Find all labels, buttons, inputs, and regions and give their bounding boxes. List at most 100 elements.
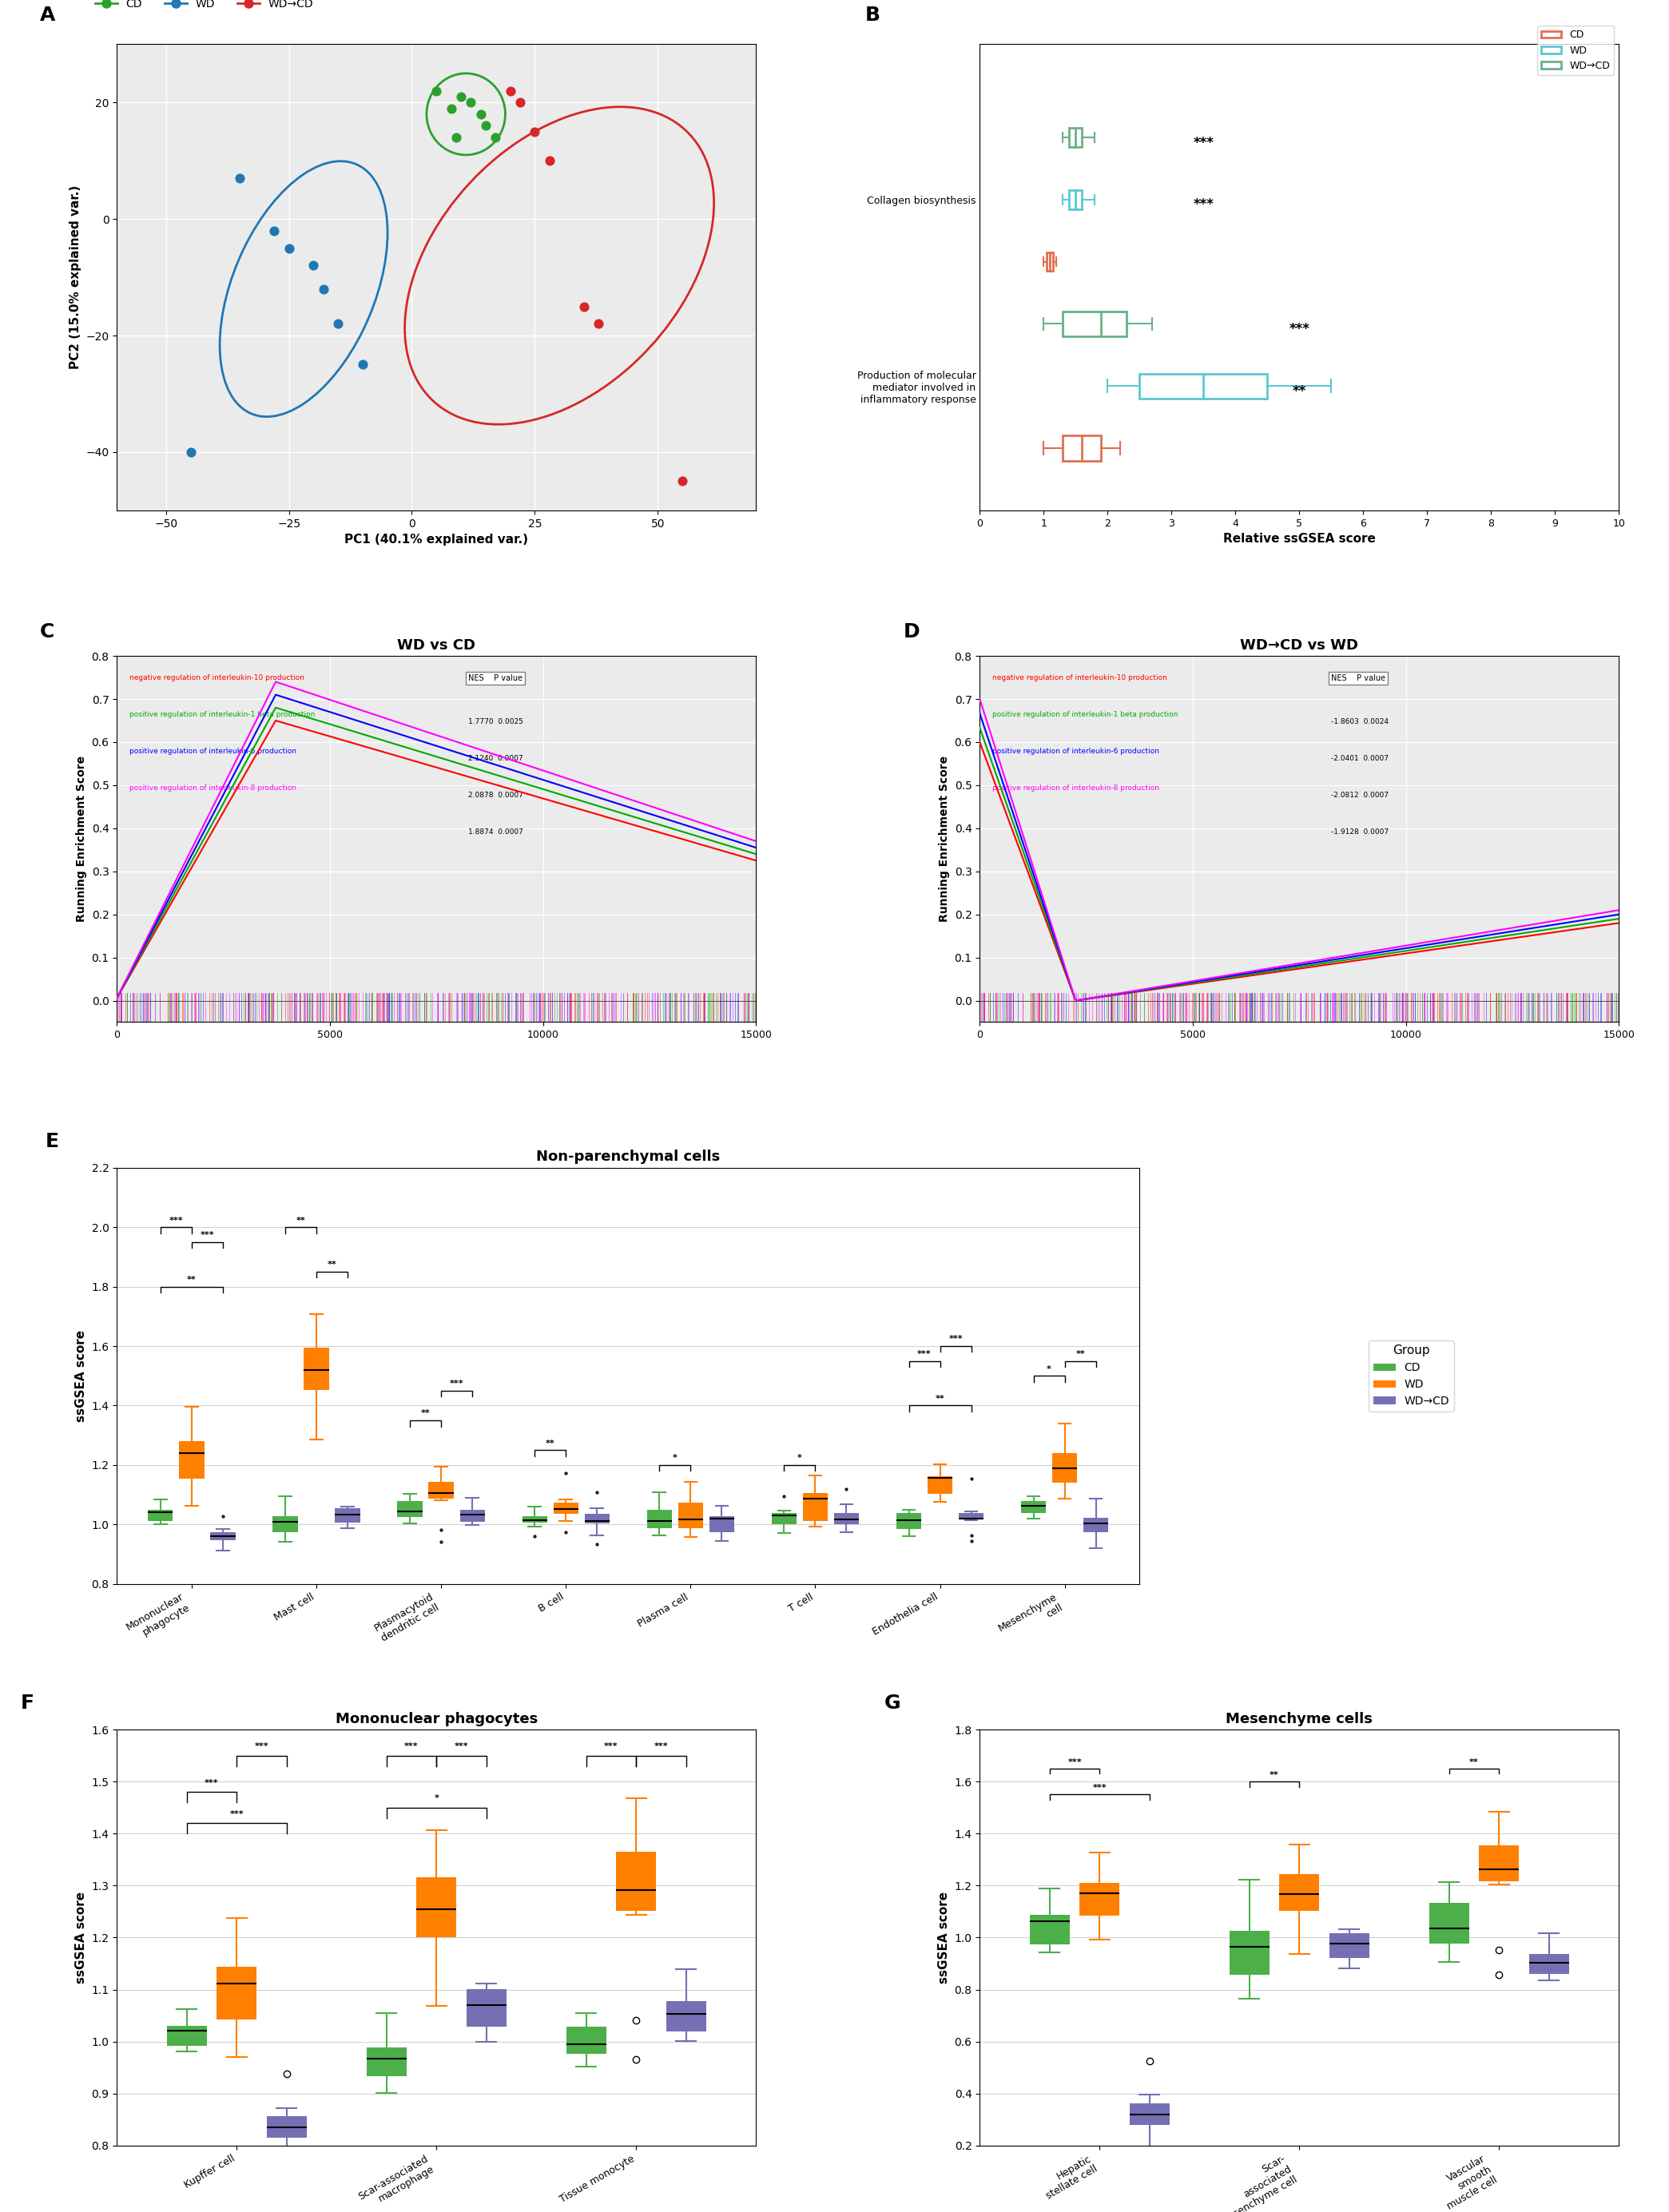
PathPatch shape [1080, 1882, 1120, 1916]
Point [536, 144, 562, 179]
Text: **: ** [327, 1261, 337, 1270]
Text: ***: *** [948, 1336, 963, 1343]
Text: 1.8874  0.0007: 1.8874 0.0007 [469, 827, 524, 836]
Point [227, 161, 254, 197]
FancyBboxPatch shape [1140, 374, 1267, 398]
FancyBboxPatch shape [1063, 436, 1102, 460]
PathPatch shape [1529, 1953, 1569, 1975]
Point [437, 91, 464, 126]
Text: ***: *** [255, 1743, 269, 1750]
Text: ***: *** [449, 1380, 464, 1387]
PathPatch shape [584, 1513, 609, 1524]
Title: Non-parenchymal cells: Non-parenchymal cells [536, 1150, 719, 1164]
Point [507, 84, 534, 119]
PathPatch shape [1479, 1845, 1519, 1882]
Y-axis label: ssGSEA score: ssGSEA score [938, 1891, 950, 1984]
Text: positive regulation of interleukin-6 production: positive regulation of interleukin-6 pro… [130, 748, 297, 754]
Text: positive regulation of interleukin-6 production: positive regulation of interleukin-6 pro… [993, 748, 1160, 754]
Point [310, 272, 337, 307]
Text: ***: *** [454, 1743, 469, 1750]
Text: positive regulation of interleukin-8 production: positive regulation of interleukin-8 pro… [993, 783, 1160, 792]
Text: C: C [40, 622, 55, 641]
Y-axis label: ssGSEA score: ssGSEA score [75, 1891, 87, 1984]
PathPatch shape [834, 1513, 860, 1524]
PathPatch shape [1280, 1874, 1319, 1911]
Legend: CD, WD, WD→CD: CD, WD, WD→CD [1537, 27, 1614, 75]
Text: E: E [45, 1133, 58, 1150]
PathPatch shape [210, 1533, 235, 1540]
Y-axis label: PC2 (15.0% explained var.): PC2 (15.0% explained var.) [70, 186, 82, 369]
PathPatch shape [928, 1475, 953, 1493]
PathPatch shape [666, 2002, 706, 2031]
PathPatch shape [616, 1851, 656, 1911]
PathPatch shape [1429, 1902, 1469, 1944]
PathPatch shape [304, 1347, 329, 1389]
Text: NES    P value: NES P value [1332, 675, 1385, 681]
PathPatch shape [522, 1515, 547, 1522]
Text: -2.0401  0.0007: -2.0401 0.0007 [1332, 754, 1389, 761]
Text: **: ** [546, 1440, 554, 1447]
Text: -1.8603  0.0024: -1.8603 0.0024 [1332, 719, 1389, 726]
Text: F: F [22, 1694, 35, 1712]
Text: negative regulation of interleukin-10 production: negative regulation of interleukin-10 pr… [993, 675, 1167, 681]
PathPatch shape [217, 1966, 257, 2020]
Text: ***: *** [918, 1349, 931, 1358]
PathPatch shape [167, 2026, 207, 2046]
FancyBboxPatch shape [1063, 312, 1127, 336]
Point [467, 97, 494, 133]
Y-axis label: Running Enrichment Score: Running Enrichment Score [75, 757, 87, 922]
PathPatch shape [466, 1989, 506, 2026]
PathPatch shape [335, 1509, 361, 1522]
Y-axis label: ssGSEA score: ssGSEA score [75, 1329, 87, 1422]
PathPatch shape [1083, 1517, 1108, 1533]
Point [349, 347, 376, 383]
Text: 1.7770  0.0025: 1.7770 0.0025 [469, 719, 524, 726]
Text: ***: *** [205, 1778, 219, 1787]
Text: ***: *** [654, 1743, 668, 1750]
PathPatch shape [709, 1515, 734, 1533]
Text: A: A [40, 7, 55, 24]
Text: ***: *** [169, 1217, 184, 1223]
Text: B: B [865, 7, 880, 24]
Y-axis label: Running Enrichment Score: Running Enrichment Score [938, 757, 950, 922]
Point [669, 465, 696, 500]
Text: 2.0878  0.0007: 2.0878 0.0007 [469, 792, 524, 799]
Point [521, 115, 547, 150]
PathPatch shape [678, 1502, 703, 1528]
Legend: CD, WD, WD→CD: CD, WD, WD→CD [90, 0, 319, 13]
PathPatch shape [272, 1515, 297, 1533]
PathPatch shape [179, 1440, 204, 1480]
Title: Mononuclear phagocytes: Mononuclear phagocytes [335, 1712, 537, 1725]
Point [482, 119, 509, 155]
Text: *: * [1046, 1365, 1051, 1374]
PathPatch shape [397, 1502, 422, 1517]
Text: **: ** [1292, 385, 1307, 398]
Text: ***: *** [404, 1743, 419, 1750]
Point [260, 212, 287, 248]
Text: **: ** [421, 1409, 431, 1418]
Point [422, 73, 449, 108]
X-axis label: Relative ssGSEA score: Relative ssGSEA score [1223, 533, 1375, 544]
X-axis label: PC1 (40.1% explained var.): PC1 (40.1% explained var.) [344, 533, 529, 546]
Text: **: ** [187, 1276, 197, 1283]
Title: WD vs CD: WD vs CD [397, 637, 476, 653]
PathPatch shape [149, 1511, 174, 1522]
Text: positive regulation of interleukin-1 beta production: positive regulation of interleukin-1 bet… [130, 710, 315, 719]
Text: -2.0812  0.0007: -2.0812 0.0007 [1332, 792, 1389, 799]
PathPatch shape [367, 2048, 407, 2077]
PathPatch shape [1230, 1931, 1270, 1975]
PathPatch shape [566, 2026, 606, 2055]
Legend: CD, WD, WD→CD: CD, WD, WD→CD [1369, 1340, 1454, 1411]
Text: **: ** [1270, 1772, 1278, 1778]
Point [300, 248, 327, 283]
Point [325, 305, 352, 341]
FancyBboxPatch shape [1046, 252, 1053, 272]
Text: **: ** [1469, 1759, 1479, 1765]
PathPatch shape [1051, 1453, 1077, 1482]
Text: ***: *** [200, 1232, 214, 1239]
Text: NES    P value: NES P value [469, 675, 522, 681]
PathPatch shape [648, 1511, 673, 1528]
Text: 2.1240  0.0007: 2.1240 0.0007 [469, 754, 522, 761]
Text: -1.9128  0.0007: -1.9128 0.0007 [1332, 827, 1389, 836]
Text: ***: *** [1193, 135, 1213, 150]
